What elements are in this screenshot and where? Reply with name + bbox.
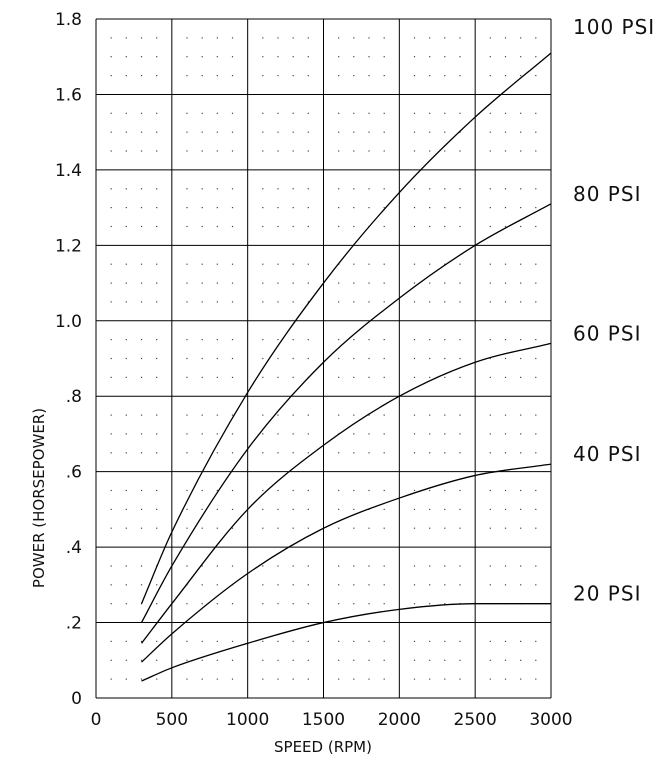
y-tick-labels: 0 .2 .4 .6 .8 1.0 1.2 1.4 1.6 1.8 (55, 10, 82, 709)
minor-grid-dots (110, 37, 537, 680)
series-labels: 100 PSI 80 PSI 60 PSI 40 PSI 20 PSI (573, 15, 655, 606)
series-line (140, 342, 552, 644)
y-axis-title: POWER (HORSEPOWER) (30, 408, 48, 588)
y-tick-label: 1.6 (55, 85, 82, 105)
x-tick-label: 2000 (378, 710, 421, 730)
series-line (140, 203, 552, 623)
series-label: 80 PSI (573, 182, 641, 206)
series-label: 100 PSI (573, 15, 655, 39)
grid-lines (95, 18, 552, 699)
series-line (141, 463, 552, 663)
y-tick-label: 1.4 (55, 161, 82, 181)
series-label: 20 PSI (573, 582, 641, 606)
x-axis-title: SPEED (RPM) (274, 738, 372, 756)
x-tick-label: 1500 (302, 710, 345, 730)
y-tick-label: 1.2 (55, 236, 82, 256)
series-line (141, 603, 551, 682)
series-label: 60 PSI (573, 321, 641, 345)
y-tick-label: .6 (66, 463, 82, 483)
y-tick-label: 1.8 (55, 10, 82, 30)
y-tick-label: .2 (66, 614, 82, 634)
x-tick-label: 500 (156, 710, 188, 730)
series-label: 40 PSI (573, 442, 641, 466)
y-tick-label: .8 (66, 387, 82, 407)
x-tick-label: 0 (91, 710, 102, 730)
x-tick-label: 2500 (454, 710, 497, 730)
y-tick-label: .4 (66, 538, 82, 558)
x-tick-label: 3000 (529, 710, 572, 730)
series-line (140, 52, 552, 604)
y-tick-label: 1.0 (55, 312, 82, 332)
x-tick-labels: 0 500 1000 1500 2000 2500 3000 (91, 710, 573, 730)
y-tick-label: 0 (71, 689, 82, 709)
x-tick-label: 1000 (226, 710, 269, 730)
series-lines (140, 52, 552, 682)
